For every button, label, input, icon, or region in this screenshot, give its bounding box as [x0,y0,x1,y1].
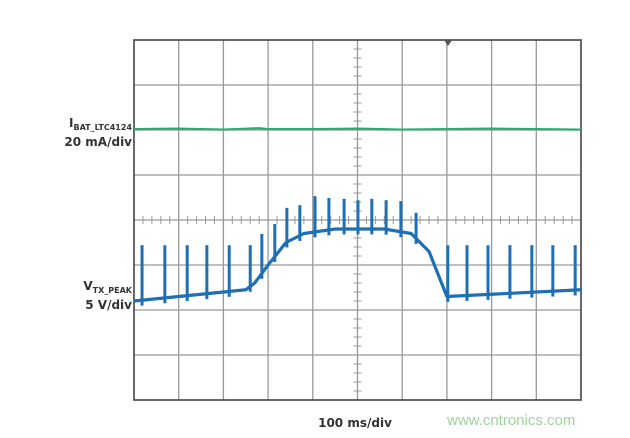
series-subscript: TX_PEAK [92,286,132,295]
trace-vtx-peak [133,227,582,303]
series-subscript: BAT_LTC4124 [73,123,133,132]
x-axis-label: 100 ms/div [318,416,392,430]
series-label-ibat: IBAT_LTC4124 20 mA/div [40,116,132,149]
watermark: www.cntronics.com [447,412,576,429]
series-label-vtx: VTX_PEAK 5 V/div [40,279,132,312]
series-scale: 20 mA/div [64,135,132,149]
trigger-marker [444,40,452,46]
trace-ibat [133,127,582,131]
series-name: V [83,279,93,293]
series-name: I [69,116,74,130]
plot-frame [133,39,582,401]
series-scale: 5 V/div [85,298,132,312]
traces [133,127,582,306]
